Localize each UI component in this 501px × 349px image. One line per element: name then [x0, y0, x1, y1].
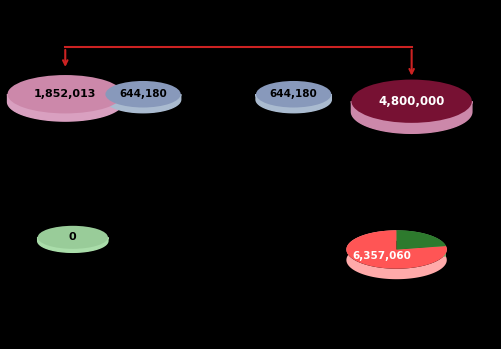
Ellipse shape: [8, 83, 123, 121]
Text: 644,180: 644,180: [269, 89, 317, 99]
Ellipse shape: [256, 86, 331, 113]
Text: 644,180: 644,180: [119, 89, 167, 99]
Ellipse shape: [105, 86, 180, 113]
Ellipse shape: [256, 81, 331, 107]
Polygon shape: [38, 237, 108, 252]
Polygon shape: [346, 230, 446, 269]
Ellipse shape: [8, 75, 123, 113]
Polygon shape: [8, 94, 123, 121]
Polygon shape: [396, 246, 445, 260]
Ellipse shape: [105, 81, 180, 107]
Text: 4,800,000: 4,800,000: [378, 95, 444, 108]
Polygon shape: [396, 230, 445, 250]
Ellipse shape: [351, 80, 471, 123]
Text: 6,357,060: 6,357,060: [352, 251, 411, 261]
Ellipse shape: [38, 229, 108, 252]
Polygon shape: [105, 94, 180, 113]
Ellipse shape: [351, 90, 471, 133]
Polygon shape: [351, 101, 471, 133]
Text: 0: 0: [69, 232, 77, 242]
Polygon shape: [256, 94, 331, 113]
Polygon shape: [346, 230, 446, 279]
Polygon shape: [396, 246, 445, 260]
Text: 1,852,013: 1,852,013: [34, 89, 96, 99]
Ellipse shape: [38, 226, 108, 249]
Polygon shape: [396, 230, 445, 257]
